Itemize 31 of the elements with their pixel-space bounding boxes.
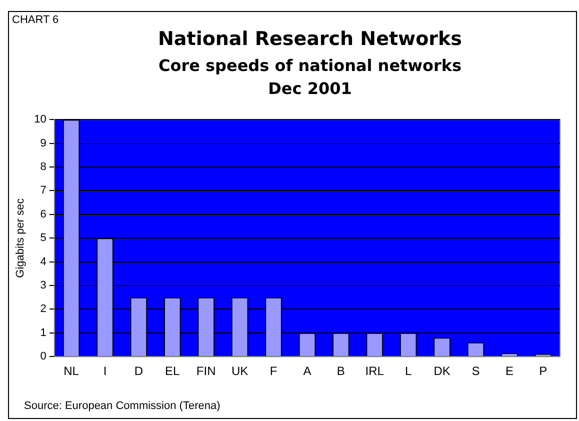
chart-subtitle: Core speeds of national networks Dec 2001	[157, 55, 463, 100]
y-tick-label: 8	[40, 161, 46, 174]
x-tick-label: FIN	[196, 364, 216, 378]
x-tick-label: IRL	[365, 364, 384, 378]
y-tick-label: 4	[40, 256, 46, 268]
x-tick-label: A	[303, 364, 312, 378]
x-tick-label: E	[505, 364, 514, 378]
y-tick-label: 10	[34, 114, 46, 126]
caption: CHART 6	[12, 14, 59, 26]
x-tick-label: DK	[434, 364, 450, 378]
y-tick-label: 0	[40, 350, 46, 363]
y-tick-label: 5	[40, 232, 46, 244]
x-tick-label: S	[472, 364, 480, 378]
y-tick-label: 2	[40, 303, 46, 316]
y-tick-label: 6	[40, 208, 46, 220]
y-tick-label: 3	[40, 280, 46, 292]
x-tick-label: L	[404, 364, 412, 378]
x-tick-label: NL	[64, 364, 80, 378]
x-tick-label: EL	[165, 364, 180, 378]
x-tick-label: UK	[231, 364, 248, 378]
source-note: Source: European Commission (Terena)	[24, 400, 220, 412]
y-tick-label: 1	[40, 326, 46, 339]
chart-title: National Research Networks	[157, 28, 463, 50]
x-tick-label: F	[270, 364, 278, 378]
y-axis-title: Gigabits per sec	[14, 198, 27, 278]
x-tick-label: D	[134, 364, 144, 378]
y-tick-label: 7	[40, 184, 46, 197]
x-tick-label: I	[103, 364, 107, 378]
y-tick-label: 9	[40, 137, 46, 150]
x-tick-label: B	[336, 364, 345, 378]
x-tick-label: P	[539, 364, 548, 378]
